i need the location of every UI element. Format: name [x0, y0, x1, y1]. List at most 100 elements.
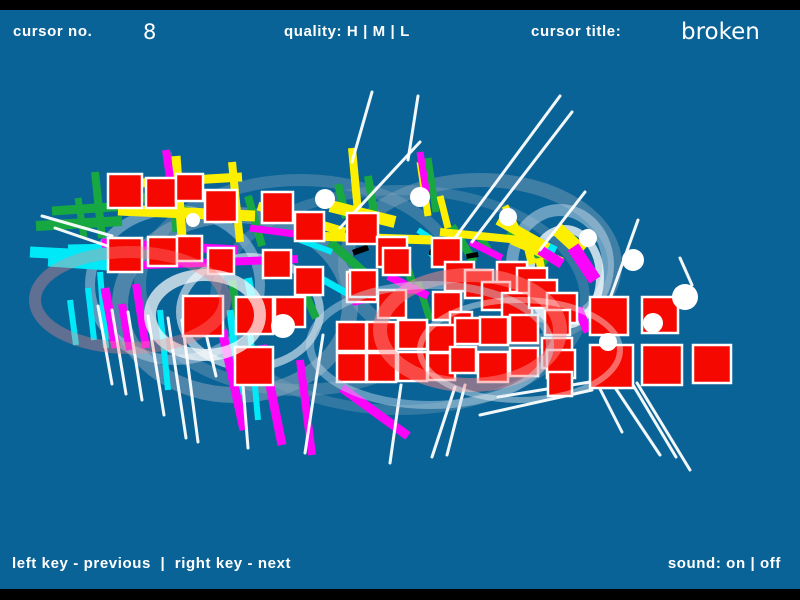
debris-square — [588, 295, 630, 337]
debris-stroke-magenta — [339, 384, 411, 440]
cursor-title-value: broken — [681, 19, 760, 45]
debris-square — [546, 370, 574, 398]
debris-stroke-yellow — [521, 235, 536, 265]
debris-line — [478, 388, 594, 417]
debris-line — [110, 308, 128, 396]
debris-square — [106, 172, 144, 210]
debris-stroke-magenta — [573, 306, 593, 334]
debris-square — [144, 176, 178, 210]
debris-dot — [579, 229, 597, 247]
debris-square — [146, 235, 179, 268]
debris-stroke-cyan — [97, 271, 109, 349]
debris-dot — [672, 284, 698, 310]
debris-stroke-magenta — [567, 243, 601, 284]
debris-line — [678, 256, 694, 287]
debris-square — [335, 351, 368, 384]
debris-ring — [338, 173, 622, 357]
debris-square — [260, 190, 295, 225]
debris-square — [345, 211, 380, 246]
debris-square — [106, 236, 144, 274]
debris-square — [293, 210, 326, 243]
debris-square — [691, 343, 733, 385]
debris-square — [335, 320, 368, 353]
sound-toggle[interactable]: sound: on | off — [667, 555, 781, 572]
debris-line — [596, 383, 624, 434]
debris-stroke-yellow — [436, 195, 452, 229]
cursor-no-label: cursor no. — [13, 23, 93, 40]
debris-stroke-magenta — [100, 287, 121, 349]
debris-ring-front — [29, 246, 231, 354]
quality-toggle[interactable]: quality: H | M | L — [284, 23, 410, 40]
debris-square — [181, 294, 225, 338]
debris-line — [453, 94, 562, 240]
debris-line — [180, 318, 200, 444]
debris-line — [303, 333, 325, 455]
debris-line — [350, 90, 374, 164]
debris-dot — [622, 249, 644, 271]
debris-square — [478, 315, 510, 347]
debris-line — [496, 380, 592, 399]
debris-shard — [466, 251, 479, 259]
debris-dot — [643, 313, 663, 333]
debris-dot — [410, 187, 430, 207]
debris-stroke-cyan — [29, 246, 109, 262]
debris-stroke-green — [74, 197, 88, 238]
debris-line — [635, 381, 692, 472]
cursor-no-value: 8 — [143, 20, 157, 44]
debris-dot — [186, 213, 200, 227]
debris-stroke-magenta — [296, 359, 316, 456]
debris-line — [470, 110, 574, 244]
debris-line — [40, 214, 114, 238]
debris-dot — [271, 314, 295, 338]
debris-square — [508, 313, 540, 345]
debris-line — [241, 383, 250, 450]
debris-stroke-cyan — [67, 299, 79, 346]
debris-square — [293, 265, 325, 297]
debris-line — [388, 383, 403, 465]
debris-ring-front — [306, 281, 554, 409]
debris-shard — [352, 244, 370, 256]
debris-line — [406, 94, 420, 162]
debris-line — [445, 383, 467, 457]
debris-ring-front — [144, 269, 266, 361]
debris-stroke-cyan — [157, 309, 171, 391]
debris-square — [426, 323, 457, 354]
debris-square — [381, 246, 412, 277]
debris-stroke-magenta — [537, 245, 565, 269]
debris-line — [166, 316, 188, 440]
debris-line — [538, 190, 587, 252]
debris-line — [631, 383, 678, 459]
debris-line — [96, 304, 114, 386]
debris-ring-front — [417, 297, 623, 403]
debris-square — [448, 345, 478, 375]
debris-dot — [599, 333, 617, 351]
debris-stroke-magenta — [118, 303, 134, 351]
debris-stroke-green — [424, 157, 440, 213]
debris-stroke-green — [244, 194, 266, 248]
debris-stroke-magenta — [416, 151, 431, 197]
debris-line — [610, 381, 662, 457]
nav-keys-hint: left key - previous | right key - next — [12, 555, 292, 572]
debris-stroke-green — [91, 171, 106, 239]
debris-square — [261, 248, 293, 280]
debris-stroke-magenta — [132, 283, 150, 349]
debris-square — [453, 316, 483, 346]
debris-square — [233, 345, 275, 387]
debris-line — [430, 385, 457, 459]
debris-ring-front — [373, 268, 567, 392]
debris-square — [348, 268, 379, 299]
debris-square — [588, 343, 635, 390]
debris-square — [174, 172, 205, 203]
debris-square — [175, 234, 204, 263]
debris-dot — [499, 208, 517, 226]
debris-stroke-magenta — [468, 238, 504, 262]
debris-stroke-cyan — [85, 287, 97, 341]
debris-square — [640, 343, 684, 387]
debris-line — [126, 310, 144, 402]
cursor-title-label: cursor title: — [531, 23, 622, 40]
debris-dot — [315, 189, 335, 209]
debris-stroke-yellow — [439, 228, 521, 244]
debris-square — [203, 188, 239, 224]
